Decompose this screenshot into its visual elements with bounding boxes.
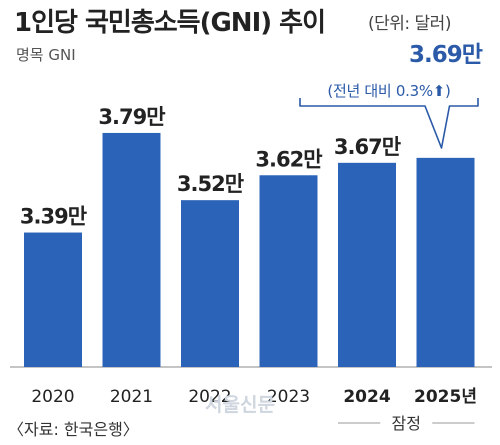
category-label: 2024 bbox=[343, 387, 390, 407]
bar-2024 bbox=[338, 162, 396, 367]
category-label: 2022 bbox=[188, 387, 231, 407]
provisional-label: 잠정 bbox=[392, 414, 421, 433]
source-note: 〈자료: 한국은행〉 bbox=[8, 420, 139, 439]
bar-2025년 bbox=[416, 157, 475, 367]
unit-label: (단위: 달러) bbox=[368, 14, 451, 34]
category-label: 2023 bbox=[267, 387, 310, 407]
value-label: 3.79만 bbox=[98, 105, 165, 129]
bar-2021 bbox=[102, 132, 161, 367]
chart-subtitle: 명목 GNI bbox=[16, 46, 76, 64]
value-label: 3.52만 bbox=[177, 172, 244, 196]
category-label: 2021 bbox=[110, 387, 153, 407]
callout-text: (전년 대비 0.3%⬆) bbox=[327, 82, 450, 100]
value-label: 3.62만 bbox=[255, 147, 322, 171]
value-label: 3.69만 bbox=[409, 42, 483, 68]
callout-bracket bbox=[299, 98, 479, 149]
category-label: 2025년 bbox=[414, 387, 477, 407]
value-label: 3.67만 bbox=[334, 135, 401, 159]
watermark: 서울신문 bbox=[205, 394, 275, 416]
bar-2020 bbox=[24, 232, 82, 367]
chart-title: 1인당 국민총소득(GNI) 추이 bbox=[14, 8, 326, 38]
bar-2023 bbox=[259, 175, 318, 367]
bar-2022 bbox=[181, 200, 239, 367]
category-label: 2020 bbox=[31, 387, 74, 407]
value-label: 3.39만 bbox=[20, 205, 87, 229]
